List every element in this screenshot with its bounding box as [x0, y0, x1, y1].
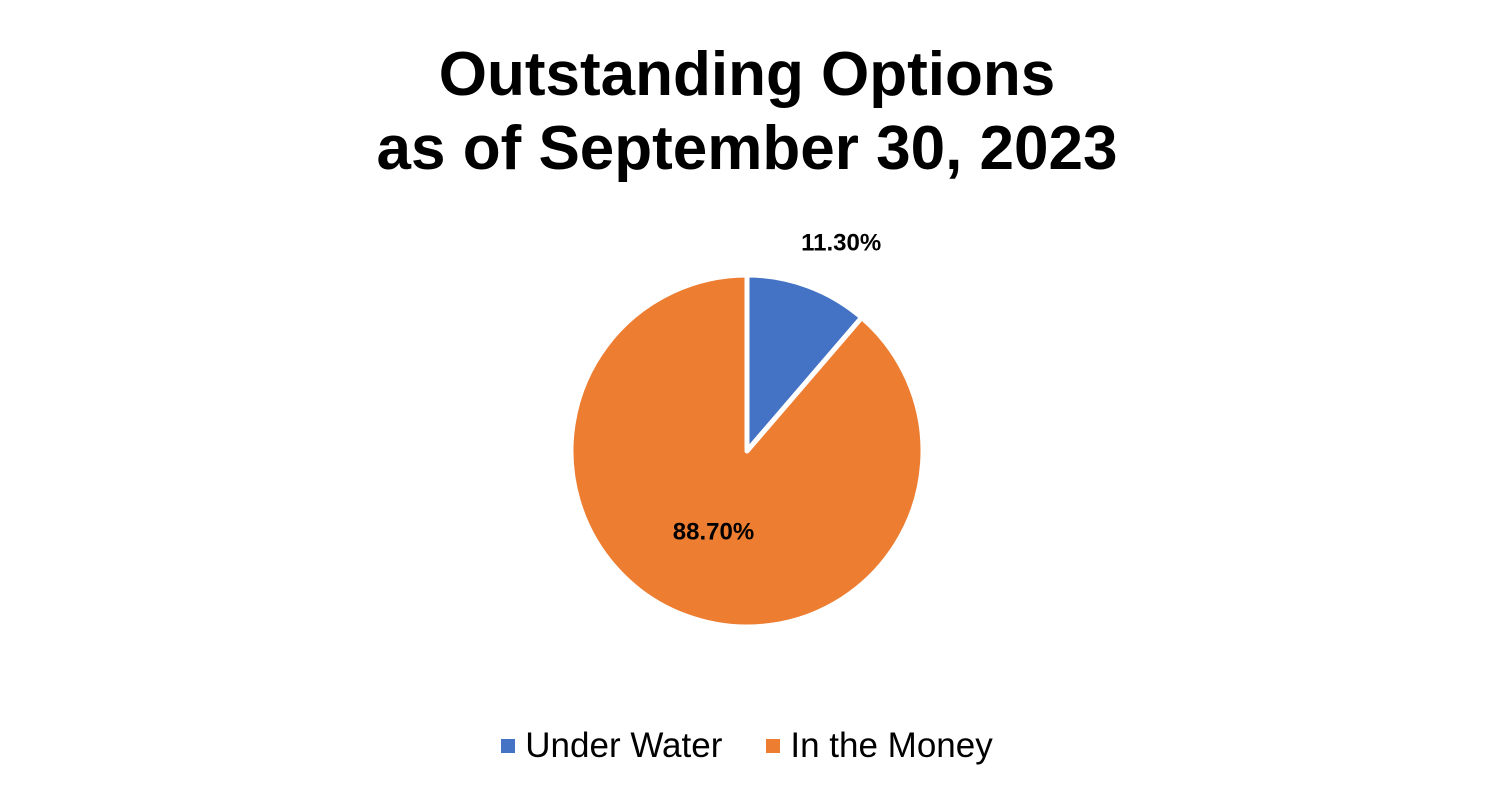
chart-title-line-1: Outstanding Options: [438, 40, 1056, 109]
legend-item-under-water[interactable]: Under Water: [501, 724, 722, 768]
pie-slice-in-the-money[interactable]: [568, 272, 926, 630]
legend-label-in-the-money: In the Money: [790, 726, 993, 765]
pie-slices: [568, 272, 926, 630]
pie-slice-under-water[interactable]: [744, 272, 865, 454]
legend: Under Water In the Money: [0, 724, 1494, 768]
legend-swatch-under-water: [501, 739, 516, 753]
legend-label-under-water: Under Water: [525, 726, 723, 765]
chart-title: Outstanding Options as of September 30, …: [0, 38, 1494, 186]
data-label-under-water: 11.30%: [801, 230, 881, 257]
legend-item-in-the-money[interactable]: In the Money: [766, 724, 993, 768]
pie-data-labels: 11.30% 88.70%: [673, 230, 881, 546]
chart-title-line-2: as of September 30, 2023: [376, 114, 1118, 183]
data-label-in-the-money: 88.70%: [673, 519, 754, 546]
legend-swatch-in-the-money: [766, 739, 781, 753]
